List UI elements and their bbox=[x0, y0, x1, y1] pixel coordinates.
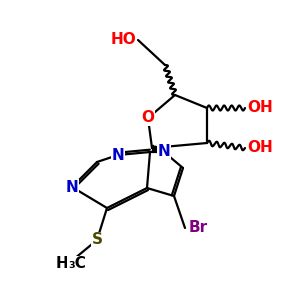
Text: O: O bbox=[142, 110, 154, 125]
Text: N: N bbox=[66, 179, 78, 194]
Text: S: S bbox=[92, 232, 103, 247]
Text: H: H bbox=[55, 256, 68, 272]
Text: N: N bbox=[112, 148, 124, 163]
Text: ₃C: ₃C bbox=[68, 256, 86, 272]
Text: OH: OH bbox=[247, 100, 273, 116]
Text: N: N bbox=[158, 145, 170, 160]
Text: OH: OH bbox=[247, 140, 273, 155]
Text: Br: Br bbox=[189, 220, 208, 236]
Text: HO: HO bbox=[110, 32, 136, 47]
